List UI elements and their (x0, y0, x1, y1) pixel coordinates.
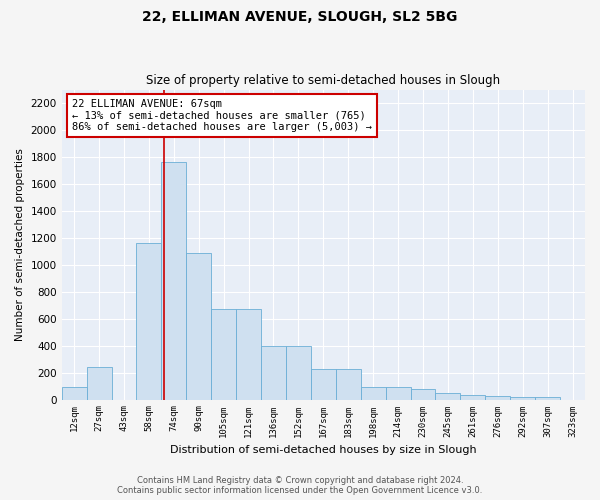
Bar (211, 310, 236, 400)
Bar (535, 397, 560, 400)
Bar (236, 310, 261, 400)
Bar (311, 368, 336, 400)
Bar (386, 388, 410, 400)
X-axis label: Distribution of semi-detached houses by size in Slough: Distribution of semi-detached houses by … (170, 445, 476, 455)
Title: Size of property relative to semi-detached houses in Slough: Size of property relative to semi-detach… (146, 74, 500, 87)
Bar (361, 388, 386, 400)
Text: Contains HM Land Registry data © Crown copyright and database right 2024.
Contai: Contains HM Land Registry data © Crown c… (118, 476, 482, 495)
Text: 22 ELLIMAN AVENUE: 67sqm
← 13% of semi-detached houses are smaller (765)
86% of : 22 ELLIMAN AVENUE: 67sqm ← 13% of semi-d… (72, 99, 372, 132)
Bar (186, 252, 211, 400)
Bar (336, 368, 361, 400)
Bar (460, 395, 485, 400)
Bar (436, 393, 460, 400)
Bar (510, 397, 535, 400)
Bar (485, 396, 510, 400)
Text: 22, ELLIMAN AVENUE, SLOUGH, SL2 5BG: 22, ELLIMAN AVENUE, SLOUGH, SL2 5BG (142, 10, 458, 24)
Bar (161, 162, 186, 400)
Bar (62, 388, 86, 400)
Bar (410, 389, 436, 400)
Bar (136, 243, 161, 400)
Y-axis label: Number of semi-detached properties: Number of semi-detached properties (15, 148, 25, 341)
Bar (261, 346, 286, 400)
Bar (86, 367, 112, 400)
Bar (286, 346, 311, 400)
